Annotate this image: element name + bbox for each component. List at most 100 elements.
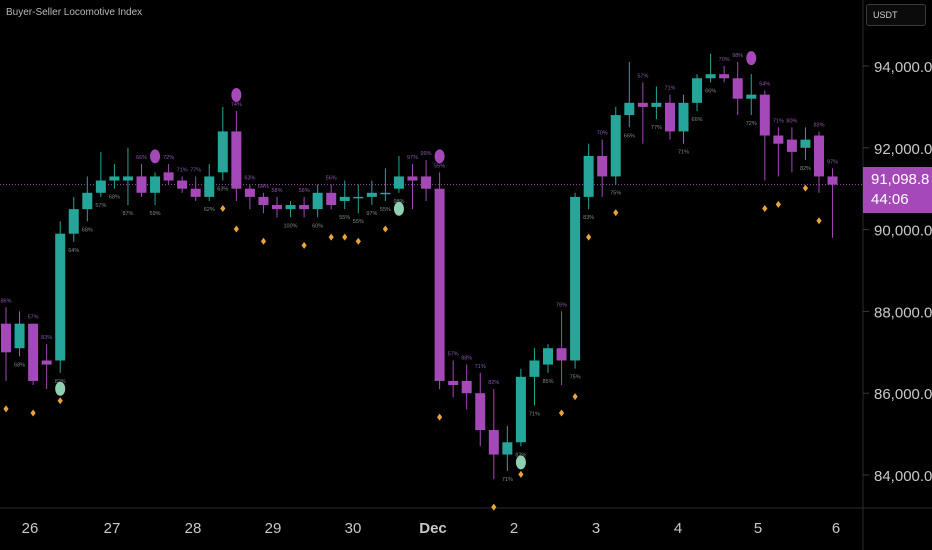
bull-candle-body bbox=[82, 192, 93, 210]
bull-candle-body bbox=[624, 102, 635, 116]
strength-percent-label: 66% bbox=[692, 117, 703, 123]
current-price-tag: 91,098.8 44:06 bbox=[863, 167, 932, 213]
strength-percent-label: 57% bbox=[637, 73, 648, 79]
strength-percent-label: 55% bbox=[339, 215, 350, 221]
strength-percent-label: 83% bbox=[583, 215, 594, 221]
bear-candle-body bbox=[719, 74, 730, 79]
strength-percent-label: 57% bbox=[448, 351, 459, 357]
bear-candle-body bbox=[326, 192, 337, 206]
signal-diamond-icon bbox=[775, 200, 781, 208]
strength-percent-label: 71% bbox=[664, 86, 675, 92]
strength-percent-label: 100% bbox=[284, 223, 298, 229]
time-tick-label: 6 bbox=[832, 520, 840, 537]
strength-percent-label: 68% bbox=[14, 362, 25, 368]
strength-percent-label: 86% bbox=[0, 298, 11, 304]
strength-percent-label: 71% bbox=[678, 150, 689, 156]
signal-diamond-icon bbox=[301, 241, 307, 249]
signal-diamond-icon bbox=[518, 470, 524, 478]
bull-candle-body bbox=[651, 102, 662, 107]
strength-percent-label: 55% bbox=[353, 219, 364, 225]
bear-candle-body bbox=[41, 360, 52, 365]
strength-percent-label: 71% bbox=[475, 364, 486, 370]
candles-layer: 86%68%57%83%82%64%68%57%68%87%66%59%72%7… bbox=[0, 53, 838, 483]
bull-candle-body bbox=[502, 442, 513, 455]
price-tick-label: 90,000.0 bbox=[874, 223, 932, 240]
strength-percent-label: 63% bbox=[244, 176, 255, 182]
strength-percent-label: 56% bbox=[326, 176, 337, 182]
time-tick-label: 28 bbox=[185, 520, 202, 537]
bear-candle-body bbox=[258, 196, 269, 206]
signal-diamond-icon bbox=[816, 217, 822, 225]
strength-percent-label: 68% bbox=[109, 195, 120, 201]
bear-candle-body bbox=[732, 78, 743, 99]
price-tick-label: 84,000.0 bbox=[874, 468, 932, 485]
signal-diamond-icon bbox=[558, 409, 565, 417]
strength-percent-label: 71% bbox=[773, 118, 784, 124]
signal-diamond-icon bbox=[586, 233, 592, 241]
strength-percent-label: 97% bbox=[407, 155, 418, 161]
bear-candle-body bbox=[448, 380, 459, 386]
signal-diamond-icon bbox=[437, 413, 443, 421]
strength-percent-label: 77% bbox=[651, 125, 662, 131]
signal-diamond-icon bbox=[382, 225, 388, 233]
bull-candle-body bbox=[312, 192, 323, 210]
price-axis: 84,000.0 86,000.0 88,000.0 90,000.0 92,000.0… bbox=[863, 59, 932, 485]
bull-candle-body bbox=[55, 233, 66, 361]
bull-candle-body bbox=[746, 94, 757, 99]
strength-percent-label: 64% bbox=[258, 184, 269, 190]
bull-candle-body bbox=[692, 78, 703, 103]
bear-candle-body bbox=[407, 176, 418, 181]
bull-candle-body bbox=[353, 196, 364, 199]
strength-percent-label: 74% bbox=[231, 102, 242, 108]
bull-candle-body bbox=[610, 115, 621, 177]
strength-percent-label: 55% bbox=[434, 163, 445, 169]
price-tick-label: 94,000.0 bbox=[874, 59, 932, 76]
bull-candle-body bbox=[583, 155, 594, 197]
signal-diamond-icon bbox=[233, 225, 239, 233]
strength-percent-label: 70% bbox=[719, 57, 730, 63]
strength-percent-label: 82% bbox=[800, 166, 811, 172]
bear-signal-dot bbox=[434, 149, 445, 164]
strength-percent-label: 76% bbox=[556, 302, 567, 308]
bear-candle-body bbox=[272, 205, 282, 210]
strength-percent-label: 97% bbox=[827, 159, 838, 165]
strength-percent-label: 66% bbox=[705, 88, 716, 94]
bear-signal-dot bbox=[231, 87, 242, 102]
bull-candle-body bbox=[68, 209, 79, 234]
bear-candle-body bbox=[814, 135, 824, 177]
bull-candle-body bbox=[109, 176, 120, 181]
bull-candle-body bbox=[14, 323, 25, 349]
bear-candle-body bbox=[28, 323, 39, 381]
indicator-title: Buyer-Seller Locomotive Index bbox=[6, 7, 143, 18]
strength-percent-label: 99% bbox=[421, 151, 432, 157]
strength-percent-label: 57% bbox=[95, 203, 106, 209]
price-tick-label: 86,000.0 bbox=[874, 386, 932, 403]
signal-diamond-icon bbox=[3, 405, 9, 413]
strength-percent-label: 70% bbox=[597, 131, 608, 137]
bull-candle-body bbox=[339, 196, 350, 201]
bear-candle-body bbox=[299, 205, 310, 210]
time-tick-label: 2 bbox=[510, 520, 518, 537]
bear-candle-body bbox=[190, 188, 201, 197]
bear-candle-body bbox=[827, 176, 838, 185]
bear-candle-body bbox=[177, 180, 188, 189]
strength-percent-label: 54% bbox=[759, 82, 770, 88]
strength-percent-label: 82% bbox=[488, 380, 499, 386]
currency-button[interactable]: USDT bbox=[866, 4, 926, 26]
time-tick-label: 26 bbox=[22, 520, 39, 537]
bull-candle-body bbox=[122, 176, 133, 181]
bear-candle-body bbox=[421, 176, 432, 189]
bull-candle-body bbox=[570, 196, 581, 361]
strength-percent-label: 57% bbox=[28, 315, 39, 321]
strength-percent-label: 83% bbox=[41, 335, 52, 341]
strength-percent-label: 71% bbox=[502, 477, 513, 483]
bear-candle-body bbox=[759, 94, 770, 136]
signal-diamond-icon bbox=[613, 209, 619, 217]
signal-diamond-icon bbox=[260, 237, 267, 245]
bear-candle-body bbox=[434, 188, 445, 381]
strength-percent-label: 55% bbox=[380, 207, 391, 213]
bear-candle-body bbox=[231, 131, 242, 189]
bear-candle-body bbox=[1, 323, 11, 353]
signal-diamond-icon bbox=[802, 184, 809, 192]
